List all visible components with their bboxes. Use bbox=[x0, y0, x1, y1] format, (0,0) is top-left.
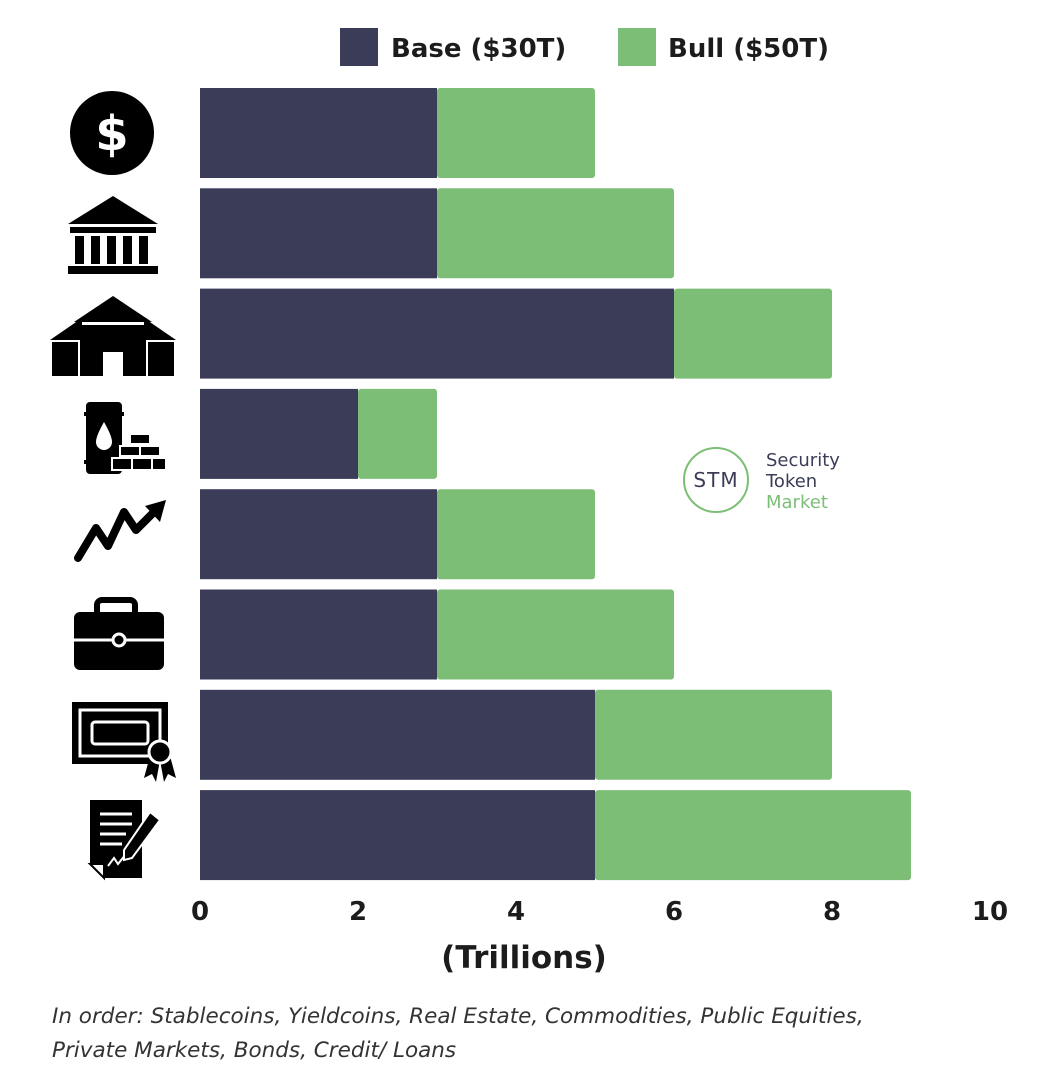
footnote-line-2: Private Markets, Bonds, Credit/ Loans bbox=[52, 1038, 457, 1063]
chart: Base ($30T) Bull ($50T) $ bbox=[50, 28, 1008, 976]
bar-base-private-markets bbox=[200, 589, 437, 680]
contract-icon bbox=[87, 800, 162, 881]
bar-bull-stablecoins bbox=[437, 88, 595, 178]
stm-logo-circle bbox=[683, 447, 749, 513]
commodities-icon bbox=[84, 402, 167, 474]
certificate-icon bbox=[72, 702, 176, 782]
bank-icon bbox=[68, 196, 158, 274]
trend-arrow-icon bbox=[74, 500, 166, 562]
bar-bull-bonds bbox=[595, 689, 832, 780]
x-axis-ticks: 0 2 4 6 8 10 bbox=[191, 897, 1008, 927]
legend-swatch-bull bbox=[618, 28, 656, 66]
bar-base-real-estate bbox=[200, 288, 674, 379]
legend-label-base: Base ($30T) bbox=[391, 34, 566, 64]
real-estate-icon bbox=[50, 296, 176, 376]
stm-logo-line2: Token bbox=[765, 471, 817, 492]
bar-bull-yieldcoins bbox=[437, 188, 674, 279]
x-tick-label: 8 bbox=[823, 897, 841, 927]
x-tick-label: 6 bbox=[665, 897, 683, 927]
bar-base-public-equities bbox=[200, 489, 437, 580]
x-tick-label: 2 bbox=[349, 897, 367, 927]
dollar-coin-icon: $ bbox=[70, 91, 154, 175]
x-axis-label: (Trillions) bbox=[441, 940, 607, 976]
bar-bull-commodities bbox=[358, 388, 437, 479]
bar-bull-public-equities bbox=[437, 489, 595, 580]
bar-base-commodities bbox=[200, 388, 358, 479]
bar-bull-real-estate bbox=[674, 288, 832, 379]
bars bbox=[200, 88, 911, 881]
svg-text:$: $ bbox=[95, 106, 128, 162]
stm-logo-initials: STM bbox=[693, 468, 738, 492]
bar-base-bonds bbox=[200, 689, 595, 780]
bar-base-stablecoins bbox=[200, 88, 437, 178]
footnote-line-1: In order: Stablecoins, Yieldcoins, Real … bbox=[52, 1004, 864, 1029]
stm-logo: STM Security Token Market bbox=[683, 447, 840, 513]
stm-logo-line3: Market bbox=[766, 492, 828, 513]
briefcase-icon bbox=[74, 597, 164, 670]
legend-swatch-base bbox=[340, 28, 378, 66]
stm-logo-line1: Security bbox=[766, 450, 840, 471]
footnote: In order: Stablecoins, Yieldcoins, Real … bbox=[52, 1000, 1012, 1068]
x-tick-label: 10 bbox=[972, 897, 1008, 927]
bar-bull-credit-loans bbox=[595, 790, 911, 881]
bar-base-credit-loans bbox=[200, 790, 595, 881]
category-icons: $ bbox=[50, 91, 176, 881]
x-tick-label: 4 bbox=[507, 897, 525, 927]
legend-label-bull: Bull ($50T) bbox=[668, 34, 829, 64]
x-tick-label: 0 bbox=[191, 897, 209, 927]
bar-bull-private-markets bbox=[437, 589, 674, 680]
bar-base-yieldcoins bbox=[200, 188, 437, 279]
legend: Base ($30T) Bull ($50T) bbox=[340, 28, 829, 66]
